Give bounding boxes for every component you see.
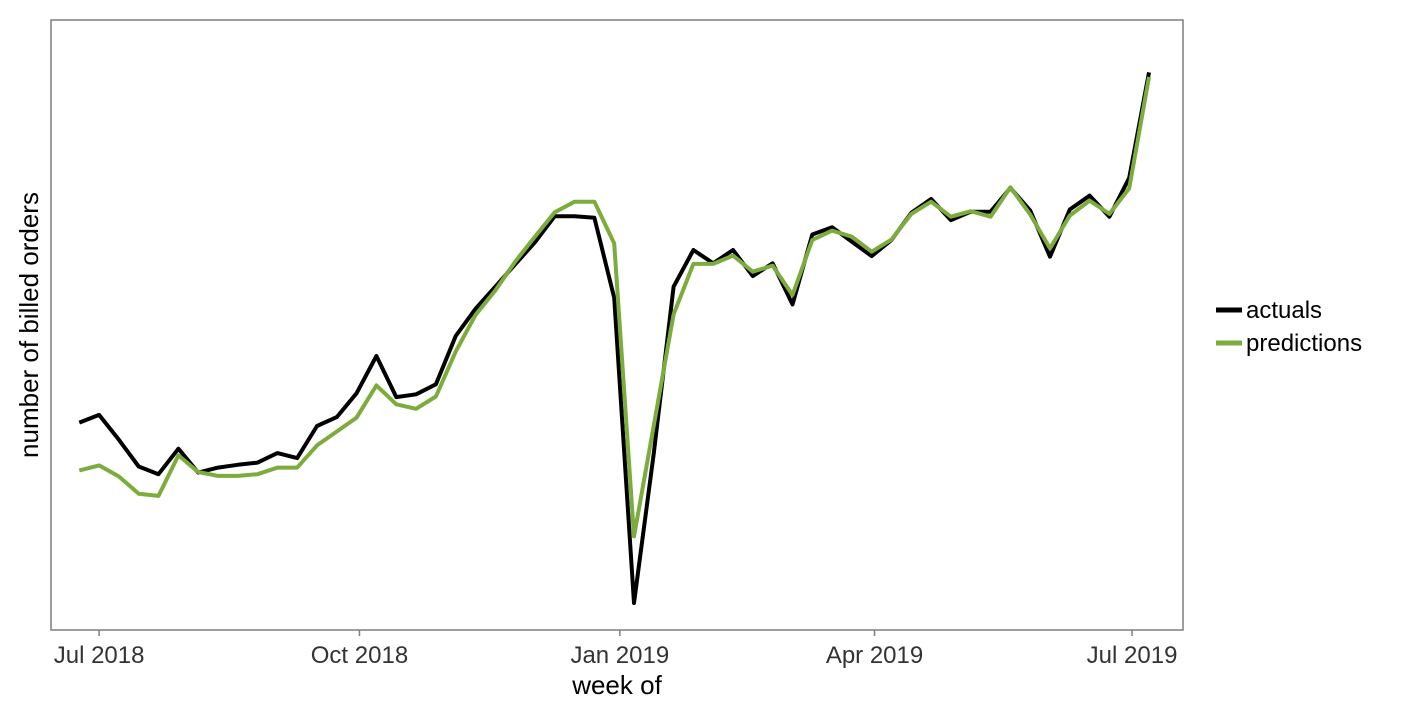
x-axis-ticks [98, 630, 1133, 636]
x-tick-label: Jan 2019 [570, 642, 669, 669]
legend-label-actuals: actuals [1246, 297, 1322, 324]
x-tick-label: Jul 2018 [54, 642, 145, 669]
x-tick-label: Oct 2018 [311, 642, 408, 669]
series-lines [78, 72, 1151, 605]
x-axis-tick-labels: Jul 2018 Oct 2018 Jan 2019 Apr 2019 Jul 2019 [54, 642, 1178, 669]
x-tick-label: Jul 2019 [1087, 642, 1178, 669]
x-axis-title: week of [571, 670, 662, 700]
x-tick-label: Apr 2019 [826, 642, 923, 669]
legend-label-predictions: predictions [1246, 330, 1362, 357]
legend: actuals predictions [1216, 297, 1362, 357]
series-line-predictions [78, 76, 1151, 539]
y-axis-title: number of billed orders [14, 192, 44, 458]
plot-panel-border [50, 19, 1184, 631]
